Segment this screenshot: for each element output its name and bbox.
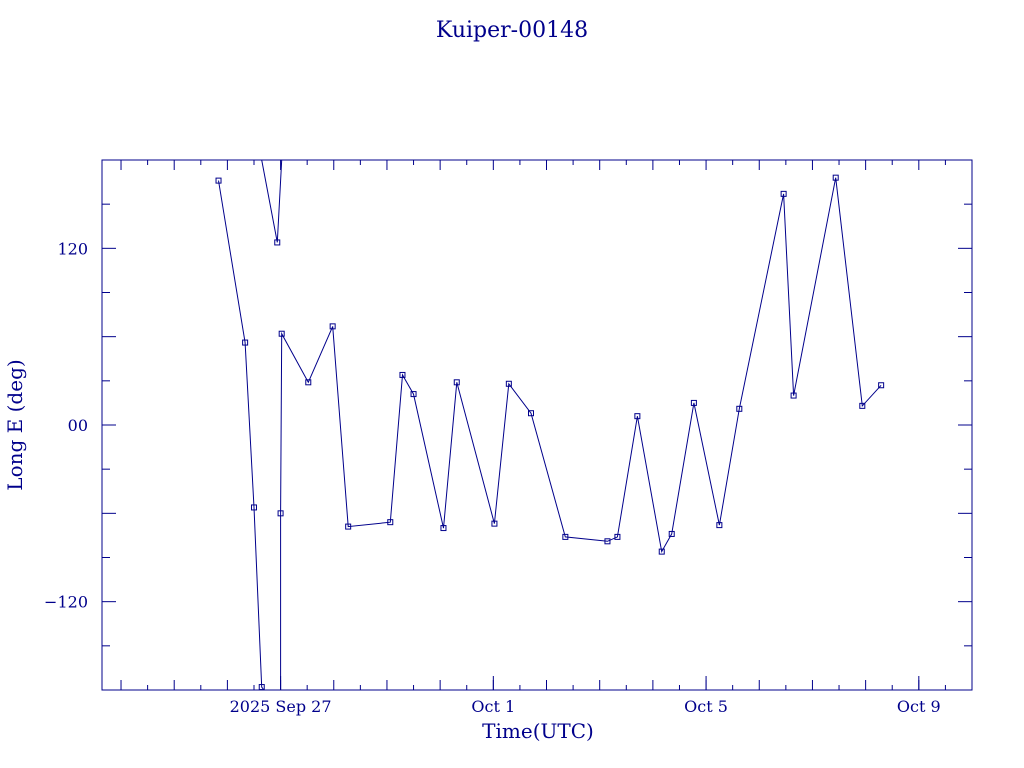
data-point	[440, 525, 447, 532]
data-point	[790, 392, 797, 399]
data-point	[345, 523, 352, 530]
data-point	[278, 330, 285, 337]
data-point	[859, 402, 866, 409]
y-axis-ticks: 120 00 −120	[44, 203, 972, 647]
chart-title: Kuiper-00148	[436, 18, 588, 43]
x-tick-label: 2025 Sep 27	[230, 697, 332, 716]
y-tick-label: 120	[57, 239, 88, 258]
data-point	[387, 519, 394, 526]
data-point	[604, 538, 611, 545]
data-points	[215, 174, 885, 690]
data-point	[250, 504, 257, 511]
data-point	[305, 379, 312, 386]
data-point	[690, 399, 697, 406]
series-line	[261, 160, 283, 243]
data-point	[736, 405, 743, 412]
x-tick-label: Oct 1	[471, 697, 515, 716]
data-point	[527, 410, 534, 417]
x-tick-label: Oct 5	[684, 697, 728, 716]
data-point	[258, 684, 265, 690]
data-point	[780, 190, 787, 197]
data-point	[399, 371, 406, 378]
data-point	[832, 174, 839, 181]
data-point	[410, 391, 417, 398]
data-point	[453, 379, 460, 386]
data-point	[274, 239, 281, 246]
series-line	[280, 177, 882, 690]
y-tick-label: −120	[44, 593, 88, 612]
data-series	[218, 160, 882, 690]
y-tick-label: 00	[68, 416, 88, 435]
data-point	[634, 413, 641, 420]
plot-frame	[101, 159, 973, 691]
x-tick-label: Oct 9	[897, 697, 941, 716]
data-point	[329, 323, 336, 330]
data-point	[878, 382, 885, 389]
data-point	[277, 510, 284, 517]
data-point	[242, 339, 249, 346]
x-axis-label: Time(UTC)	[482, 719, 594, 743]
data-point	[491, 520, 498, 527]
series-line	[218, 180, 265, 690]
x-axis-ticks: 2025 Sep 27 Oct 1 Oct 5 Oct 9	[120, 160, 946, 716]
y-axis-label: Long E (deg)	[3, 359, 27, 490]
data-point	[505, 380, 512, 387]
data-point	[658, 548, 665, 555]
data-point	[668, 530, 675, 537]
data-point	[562, 533, 569, 540]
data-point	[716, 522, 723, 529]
data-point	[614, 533, 621, 540]
data-point	[215, 177, 222, 184]
